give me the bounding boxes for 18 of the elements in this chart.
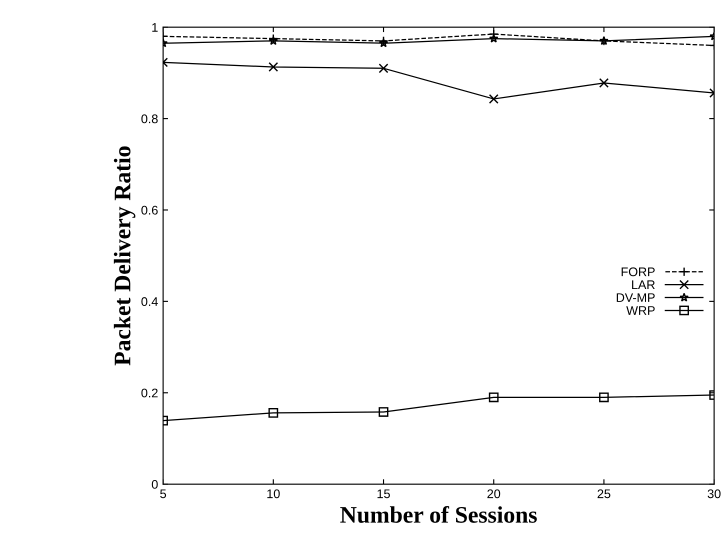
x-tick-label: 30 xyxy=(708,489,721,498)
legend-label: LAR xyxy=(632,280,655,290)
x-tick-label: 25 xyxy=(598,489,610,498)
x-axis-title: Number of Sessions xyxy=(340,506,537,523)
y-tick-label: 0.8 xyxy=(141,114,158,124)
y-tick-label: 0 xyxy=(152,480,158,489)
y-tick-label: 1 xyxy=(152,23,158,32)
legend-label: WRP xyxy=(626,306,655,315)
legend-label: DV-MP xyxy=(616,293,655,302)
y-tick-label: 0.6 xyxy=(141,206,158,215)
x-tick-label: 10 xyxy=(267,489,280,498)
legend-label: FORP xyxy=(622,267,655,276)
y-tick-label: 0.2 xyxy=(141,388,158,398)
y-axis-title: Packet Delivery Ratio xyxy=(114,146,136,366)
x-tick-label: 5 xyxy=(160,489,166,498)
x-tick-label: 20 xyxy=(487,489,500,498)
y-tick-label: 0.4 xyxy=(141,297,158,306)
x-tick-label: 15 xyxy=(378,489,390,498)
